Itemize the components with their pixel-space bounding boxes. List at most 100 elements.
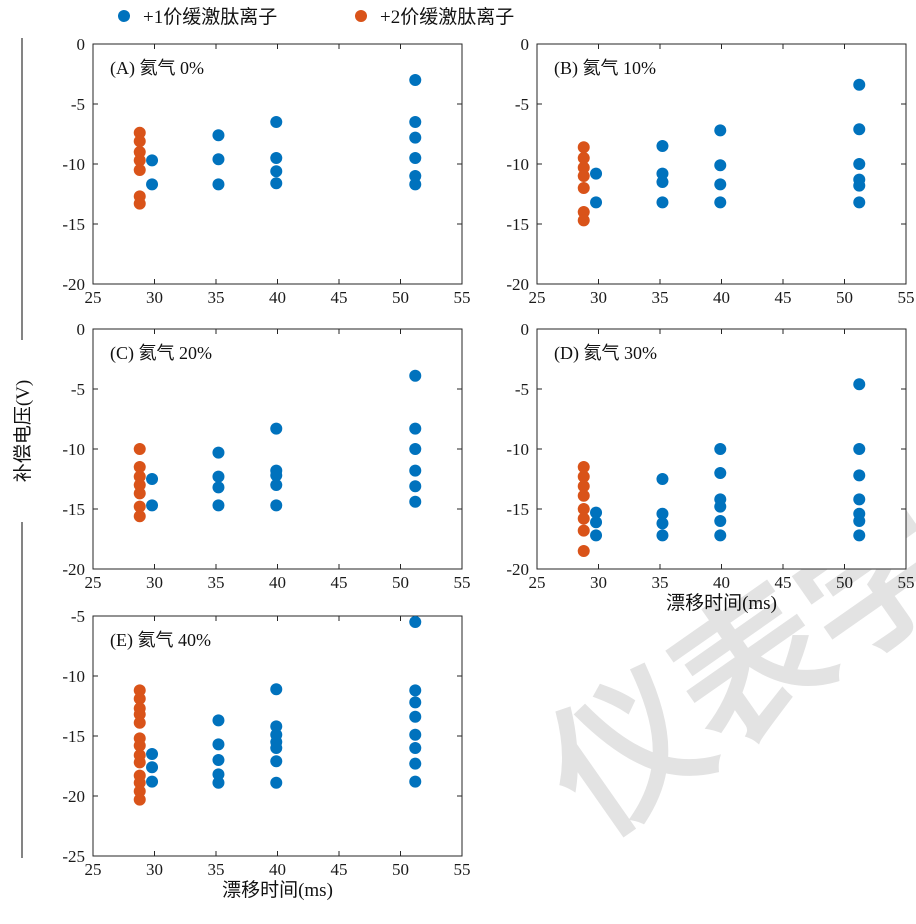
y-tick-label: -25 [62, 847, 85, 866]
panels: 25 30 35 40 45 50 55 0 -5 -10 -15 -20 (A) 氦气 0% 25 30 3… [62, 35, 914, 901]
y-tick-label: -5 [71, 380, 85, 399]
data-point-plus2 [133, 197, 146, 210]
data-point-plus1 [853, 123, 866, 136]
data-point-plus1 [656, 507, 669, 520]
data-point-plus1 [212, 178, 225, 191]
x-tick-label: 40 [713, 573, 730, 592]
data-point-plus1 [853, 158, 866, 170]
data-point-plus2 [133, 470, 146, 483]
data-point-plus2 [133, 684, 146, 697]
data-point-plus1 [656, 176, 669, 188]
x-tick-label: 40 [713, 288, 730, 307]
data-point-plus1 [853, 378, 866, 391]
x-tick-label: 45 [331, 860, 348, 879]
data-point-plus1 [714, 467, 727, 479]
y-tick-label: -20 [62, 560, 85, 579]
data-point-plus1 [409, 684, 422, 697]
data-point-plus1 [409, 742, 422, 754]
data-point-plus2 [133, 500, 146, 513]
data-point-plus1 [853, 78, 866, 91]
data-point-plus1 [409, 116, 422, 128]
data-point-plus1 [590, 516, 603, 529]
data-point-plus1 [409, 443, 422, 455]
data-point-plus2 [133, 510, 146, 523]
data-point-plus1 [270, 469, 283, 482]
y-tick-label: -10 [506, 155, 529, 174]
data-point-plus1 [146, 748, 159, 760]
data-point-plus1 [714, 124, 727, 137]
data-point-plus1 [212, 481, 225, 494]
y-tick-label: -10 [62, 667, 85, 686]
x-tick-label: 25 [529, 288, 546, 307]
panel-b: 25 30 35 40 45 50 55 0 -5 -10 -15 -20 (B) 氦气 10% [506, 35, 914, 307]
data-point-plus2 [577, 141, 590, 154]
data-point-plus2 [133, 487, 146, 500]
data-point-plus2 [577, 161, 590, 174]
data-point-plus1 [409, 728, 422, 741]
data-point-plus1 [270, 422, 283, 435]
data-point-plus1 [590, 167, 603, 180]
x-axis-label: 漂移时间(ms) [666, 592, 777, 614]
y-tick-label: -5 [515, 380, 529, 399]
y-axis-label-group: 补偿电压(V) [12, 38, 34, 858]
y-tick-label: -15 [506, 500, 529, 519]
data-point-plus1 [146, 154, 159, 167]
x-tick-label: 55 [454, 860, 471, 879]
data-point-plus1 [409, 170, 422, 182]
data-point-plus2 [133, 785, 146, 798]
data-point-plus1 [270, 116, 283, 128]
data-point-plus2 [577, 461, 590, 473]
panel-title: (E) 氦气 40% [110, 630, 211, 651]
data-point-plus1 [714, 196, 727, 209]
data-point-plus1 [853, 179, 866, 192]
data-point-plus1 [656, 167, 669, 180]
data-point-plus1 [590, 196, 603, 209]
data-point-plus2 [577, 182, 590, 194]
data-point-plus1 [714, 515, 727, 527]
data-point-plus1 [409, 696, 422, 709]
data-point-plus1 [409, 152, 422, 164]
data-point-plus2 [133, 443, 146, 455]
x-tick-label: 50 [836, 288, 853, 307]
data-point-plus1 [270, 177, 283, 190]
x-tick-label: 50 [392, 573, 409, 592]
x-tick-label: 30 [146, 288, 163, 307]
data-point-plus1 [409, 495, 422, 508]
data-point-plus1 [146, 473, 159, 485]
x-tick-label: 30 [146, 860, 163, 879]
data-point-plus1 [853, 469, 866, 482]
x-axis-label: 漂移时间(ms) [222, 879, 333, 901]
panel-a: 25 30 35 40 45 50 55 0 -5 -10 -15 -20 (A) 氦气 0% [62, 35, 470, 307]
panel-title: (D) 氦气 30% [554, 343, 657, 364]
data-point-plus1 [212, 738, 225, 751]
data-point-plus1 [270, 152, 283, 164]
data-point-plus1 [656, 196, 669, 209]
x-tick-label: 55 [454, 573, 471, 592]
data-point-plus1 [714, 443, 727, 455]
data-point-plus1 [853, 196, 866, 209]
data-point-plus1 [212, 153, 225, 166]
legend: +1价缓激肽离子 +2价缓激肽离子 [118, 6, 514, 28]
data-point-plus2 [133, 692, 146, 705]
data-point-plus1 [212, 446, 225, 459]
data-point-plus1 [590, 529, 603, 542]
data-point-plus1 [270, 776, 283, 789]
x-tick-label: 30 [590, 288, 607, 307]
y-tick-label: -15 [62, 500, 85, 519]
legend-marker-1 [118, 10, 130, 22]
y-tick-label: 0 [77, 320, 86, 339]
data-point-plus1 [409, 131, 422, 144]
data-point-plus1 [409, 616, 422, 628]
data-point-plus1 [212, 470, 225, 483]
data-point-plus1 [409, 422, 422, 435]
data-point-plus1 [409, 757, 422, 770]
y-tick-label: -5 [71, 607, 85, 626]
data-point-plus1 [853, 493, 866, 506]
data-point-plus1 [656, 529, 669, 542]
panel-title: (B) 氦气 10% [554, 58, 656, 79]
data-point-plus1 [853, 529, 866, 542]
data-point-plus1 [714, 500, 727, 513]
x-tick-label: 30 [146, 573, 163, 592]
data-point-plus1 [270, 755, 283, 768]
